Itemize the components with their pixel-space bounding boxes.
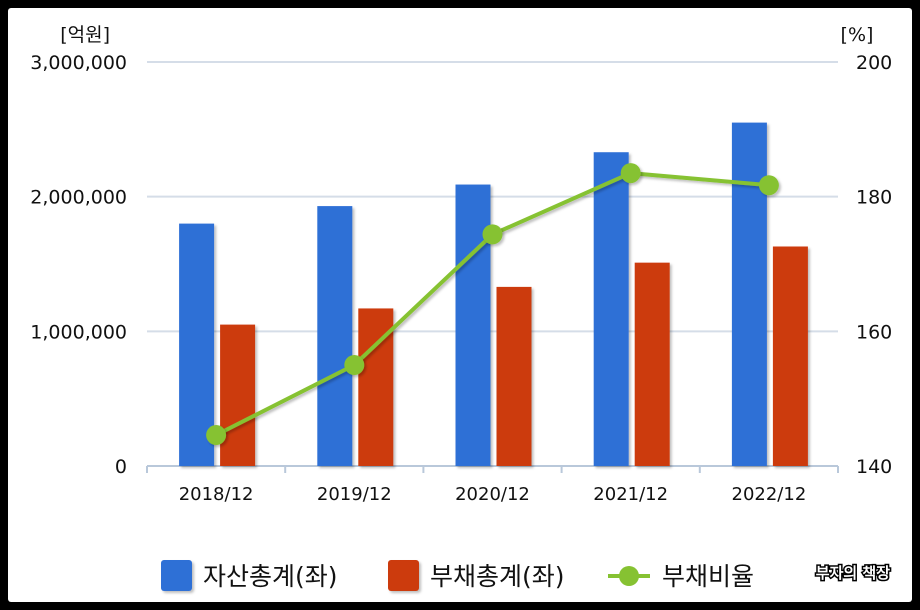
legend: 자산총계(좌) 부채총계(좌) 부채비율 [161, 560, 754, 591]
x-tick-label: 2018/12 [179, 484, 254, 505]
debt-ratio-point [758, 175, 779, 196]
legend-swatch [161, 560, 192, 591]
axes: 0 1,000,000 2,000,000 3,000,000 140 160 180 200… [30, 52, 892, 505]
x-tick-label: 2022/12 [732, 484, 807, 505]
left-tick-label: 3,000,000 [30, 52, 127, 74]
right-tick-label: 200 [856, 52, 892, 74]
bar-assets [317, 206, 353, 467]
bar-liabilities [496, 286, 532, 466]
left-tick-label: 1,000,000 [30, 321, 127, 343]
left-tick-label: 0 [115, 456, 127, 478]
watermark: 부자의 책장 [816, 564, 890, 582]
bar-liabilities [772, 246, 808, 466]
line-series [206, 163, 779, 446]
gridlines [147, 61, 838, 333]
debt-ratio-line [215, 171, 770, 437]
legend-swatch [388, 560, 419, 591]
debt-ratio-point [620, 163, 641, 184]
x-tick-label: 2021/12 [593, 484, 668, 505]
right-tick-label: 160 [856, 321, 892, 343]
right-tick-label: 140 [856, 456, 892, 478]
legend-label: 부채비율 [662, 562, 754, 591]
left-axis-unit: [억원] [60, 24, 110, 46]
bar-liabilities [634, 262, 670, 466]
right-axis-unit: [%] [841, 24, 874, 46]
debt-ratio-point [206, 425, 227, 446]
left-tick-label: 2,000,000 [30, 187, 127, 209]
right-tick-label: 180 [856, 187, 892, 209]
bar-series [179, 122, 808, 467]
bar-liabilities [220, 324, 256, 466]
bar-assets [179, 223, 215, 466]
debt-ratio-point [482, 224, 503, 245]
x-tick-label: 2019/12 [317, 484, 392, 505]
debt-ratio-point [344, 355, 365, 375]
bar-assets [593, 152, 629, 466]
x-tick-label: 2020/12 [455, 484, 530, 505]
legend-label: 부채총계(좌) [430, 562, 565, 591]
legend-marker-swatch [619, 566, 639, 586]
bar-assets [731, 122, 767, 466]
bar-assets [455, 184, 491, 466]
legend-label: 자산총계(좌) [203, 562, 338, 591]
